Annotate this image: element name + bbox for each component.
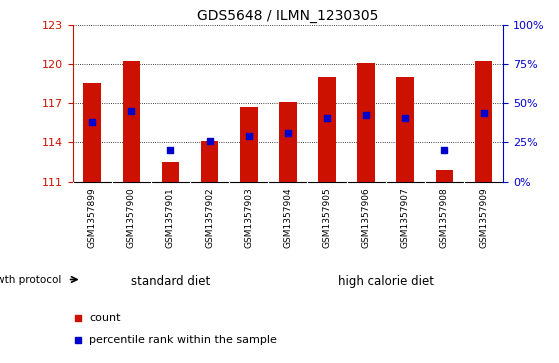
- Point: [166, 147, 175, 153]
- Point: [323, 115, 331, 121]
- Text: standard diet: standard diet: [131, 275, 210, 288]
- Text: percentile rank within the sample: percentile rank within the sample: [89, 335, 277, 345]
- Point: [362, 112, 371, 118]
- Point: [244, 133, 253, 139]
- Text: GSM1357902: GSM1357902: [205, 188, 214, 248]
- Text: growth protocol: growth protocol: [0, 274, 61, 285]
- Text: GSM1357903: GSM1357903: [244, 188, 253, 248]
- Text: GSM1357908: GSM1357908: [440, 188, 449, 248]
- Point: [479, 110, 488, 115]
- Bar: [357, 63, 375, 182]
- Point: [401, 115, 410, 121]
- Text: GSM1357909: GSM1357909: [479, 188, 488, 248]
- Text: GSM1357905: GSM1357905: [323, 188, 331, 248]
- Point: [440, 147, 449, 153]
- Bar: [201, 141, 219, 182]
- Point: [74, 338, 83, 343]
- Text: GSM1357904: GSM1357904: [283, 188, 292, 248]
- Text: GSM1357907: GSM1357907: [401, 188, 410, 248]
- Point: [127, 108, 136, 114]
- Text: GSM1357899: GSM1357899: [88, 188, 97, 248]
- Text: high calorie diet: high calorie diet: [338, 275, 434, 288]
- Text: GSM1357901: GSM1357901: [166, 188, 175, 248]
- Bar: [83, 83, 101, 182]
- Point: [74, 315, 83, 321]
- Bar: [318, 77, 336, 182]
- Bar: [475, 61, 492, 182]
- Bar: [396, 77, 414, 182]
- Bar: [240, 107, 258, 182]
- Bar: [279, 102, 297, 182]
- Bar: [435, 170, 453, 182]
- Title: GDS5648 / ILMN_1230305: GDS5648 / ILMN_1230305: [197, 9, 378, 23]
- Point: [283, 130, 292, 136]
- Point: [205, 138, 214, 144]
- Bar: [122, 61, 140, 182]
- Text: GSM1357900: GSM1357900: [127, 188, 136, 248]
- Text: GSM1357906: GSM1357906: [362, 188, 371, 248]
- Text: count: count: [89, 313, 121, 323]
- Point: [88, 119, 97, 125]
- Bar: [162, 162, 179, 182]
